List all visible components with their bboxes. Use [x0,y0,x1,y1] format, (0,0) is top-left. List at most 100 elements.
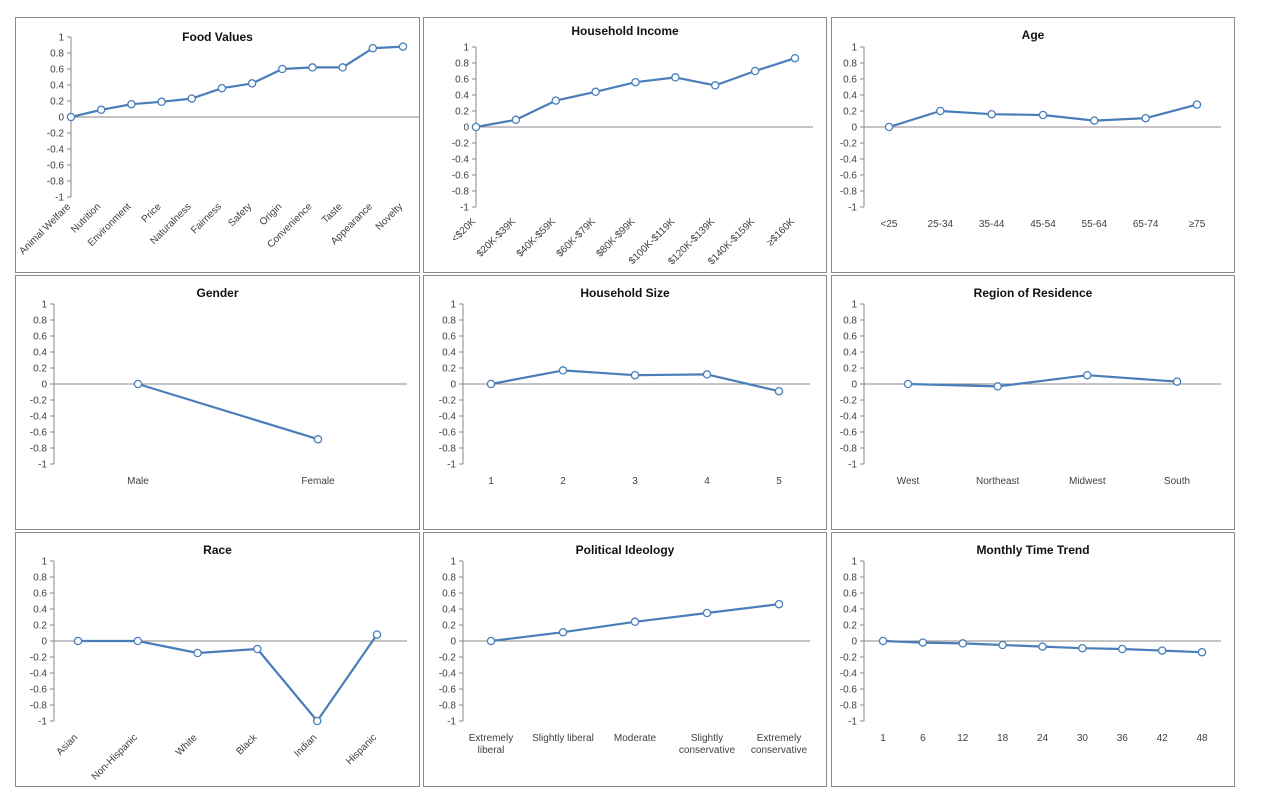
race-data-point [253,644,262,654]
food-values-data-point [308,63,317,72]
household-size-y-tick-label: 0.2 [442,364,456,375]
monthly-time-trend-data-point [1038,642,1047,651]
age-x-tick-label: 35-44 [979,219,1005,230]
household-size-data-point [630,370,640,380]
age-y-tick-label: -0.2 [840,139,858,150]
food-values-frame [15,17,420,273]
political-ideology-frame [423,532,827,787]
food-values-data-point [157,97,166,107]
political-ideology-data-point [486,636,496,646]
race-data-point [73,636,83,646]
region-y-tick-label: -1 [848,460,857,471]
gender-y-tick-label: 0.6 [33,332,47,343]
monthly-time-trend-y-tick-label: 0 [851,637,857,648]
food-values-title: Food Values [182,30,253,44]
household-size-y-tick-label: -0.4 [439,412,457,423]
household-income-y-tick-label: -1 [460,203,469,214]
monthly-time-trend-y-tick-label: -0.6 [840,685,858,696]
race-data-point [133,636,143,646]
political-ideology-data-point [630,617,640,627]
household-income-frame [423,17,827,273]
household-size-data-point [774,386,784,396]
monthly-time-trend-x-tick-label: 30 [1077,733,1089,744]
race-chart: Race10.80.60.40.20-0.2-0.4-0.6-0.8-1Asia… [15,532,420,787]
household-income-y-tick-label: 0.4 [455,91,469,102]
race-y-tick-label: -0.2 [30,653,48,664]
age-x-tick-label: 65-74 [1133,219,1159,230]
race-y-tick-label: 0.2 [33,621,47,632]
household-income-data-point [790,53,800,63]
gender-data-point [313,434,323,444]
monthly-time-trend-data-point [1197,647,1207,657]
political-ideology-y-tick-label: -1 [447,717,456,728]
food-values-data-point [368,43,378,53]
household-size-x-tick-label: 5 [776,476,782,487]
region-y-tick-label: -0.6 [840,428,858,439]
household-size-y-tick-label: 0.8 [442,316,456,327]
gender-y-tick-label: -1 [38,460,47,471]
household-income-y-tick-label: -0.6 [452,171,470,182]
age-y-tick-label: 1 [851,43,857,54]
household-income-data-point [750,66,760,76]
political-ideology-y-tick-label: 0 [450,637,456,648]
food-values-data-point [338,63,347,72]
age-y-tick-label: 0.4 [843,91,857,102]
food-values-y-tick-label: -0.4 [47,145,65,156]
household-income-title: Household Income [571,24,679,38]
age-data-point [1141,113,1150,123]
political-ideology-chart: Political Ideology 1 0.8 0.6 0.4 0.2 0 -0.2 -0.4… [423,532,827,787]
age-y-tick-label: -1 [848,203,857,214]
political-ideology-x-tick-label-line: Slightly liberal [532,733,594,744]
gender-y-tick-label: 0.4 [33,348,47,359]
food-values-data-point [187,94,196,103]
political-ideology-x-tick-label: Slightly liberal [532,733,594,744]
region-y-tick-label: 0.2 [843,364,857,375]
gender-frame [15,275,420,530]
gender-y-tick-label: -0.2 [30,396,48,407]
household-income-y-tick-label: -0.2 [452,139,470,150]
region-y-tick-label: 1 [851,300,857,311]
region-frame [831,275,1235,530]
gender-chart: Gender 1 0.8 0.6 0.4 0.2 0 -0.2 -0.4 -0.6 -0.8 -1 Ma… [15,275,420,530]
monthly-time-trend-data-point [878,636,888,646]
region-x-tick-label: South [1164,476,1190,487]
race-y-tick-label: -0.8 [30,701,48,712]
household-income-y-tick-label: 0.6 [455,75,469,86]
monthly-time-trend-y-tick-label: 0.6 [843,589,857,600]
household-income-y-tick-label: 1 [463,43,469,54]
age-x-tick-label: 45-54 [1030,219,1056,230]
food-values-data-point [278,64,287,74]
age-x-tick-label: <25 [881,219,898,230]
region-y-tick-label: 0.8 [843,316,857,327]
region-y-tick-label: 0.6 [843,332,857,343]
age-data-point [987,109,996,119]
household-income-data-point [471,122,481,132]
political-ideology-title: Political Ideology [576,543,675,557]
political-ideology-y-tick-label: 0.8 [442,573,456,584]
monthly-time-trend-y-tick-label: 1 [851,557,857,568]
race-y-tick-label: -0.6 [30,685,48,696]
age-x-tick-label: ≥75 [1189,219,1206,230]
monthly-time-trend-y-tick-label: 0.4 [843,605,857,616]
food-values-data-point [247,79,257,88]
race-y-tick-label: -0.4 [30,669,48,680]
food-values-data-point [398,42,408,51]
monthly-time-trend-x-tick-label: 12 [957,733,969,744]
age-data-point [1192,100,1202,109]
age-chart: Age 1 0.8 0.6 0.4 0.2 0 -0.2 -0.4 -0.6 -0.8 -1 <25 25… [831,17,1235,273]
food-values-data-point [127,99,136,109]
political-ideology-data-point [558,627,568,637]
monthly-time-trend-x-tick-label: 42 [1157,733,1169,744]
household-income-y-tick-label: -0.8 [452,187,470,198]
household-income-y-tick-label: 0 [463,123,469,134]
political-ideology-y-tick-label: 0.2 [442,621,456,632]
gender-y-tick-label: 0 [41,380,47,391]
household-size-frame [423,275,827,530]
political-ideology-data-point [702,608,712,618]
household-size-y-tick-label: -0.2 [439,396,457,407]
region-chart: Region of Residence 1 0.8 0.6 0.4 0.2 0 -0.2 -0.… [831,275,1235,530]
household-size-x-tick-label: 1 [488,476,494,487]
food-values-y-tick-label: 0.8 [50,49,64,60]
monthly-time-trend-x-tick-label: 36 [1117,733,1129,744]
